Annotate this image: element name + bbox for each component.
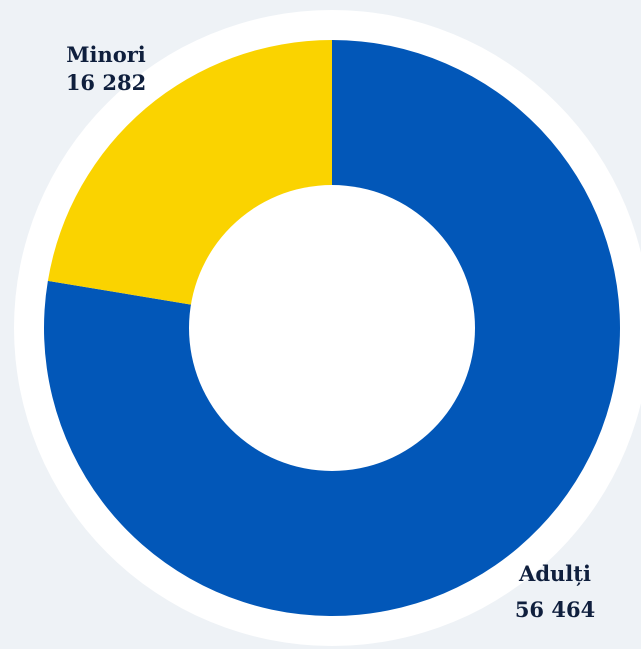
donut-hole bbox=[189, 185, 475, 471]
slice-label-adulti-value: 56 464 bbox=[515, 597, 595, 622]
slice-label-minori-value: 16 282 bbox=[66, 70, 146, 95]
slice-label-adulti-name: Adulți bbox=[518, 561, 591, 586]
slice-label-minori-name: Minori bbox=[66, 42, 146, 67]
